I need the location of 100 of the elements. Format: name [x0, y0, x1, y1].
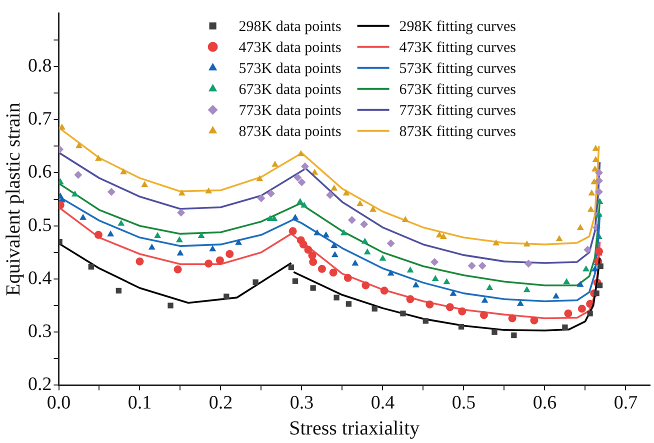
point	[422, 318, 428, 324]
point	[257, 194, 266, 202]
point	[450, 290, 457, 296]
point	[552, 292, 560, 298]
point	[360, 220, 368, 228]
point	[346, 301, 352, 307]
y-tick-label: 0.4	[28, 268, 52, 289]
point	[362, 281, 370, 290]
legend-label: 773K fitting curves	[399, 102, 516, 119]
point	[326, 191, 334, 200]
point	[174, 265, 182, 274]
point	[372, 306, 378, 312]
point	[406, 266, 414, 272]
point	[596, 198, 604, 204]
point	[176, 249, 184, 256]
x-axis-title: Stress triaxiality	[289, 417, 420, 440]
point	[588, 189, 596, 196]
y-tick-label: 0.8	[28, 56, 52, 76]
legend-label: 573K fitting curves	[399, 60, 516, 77]
legend-label: 773K data points	[238, 102, 342, 119]
point	[458, 307, 466, 316]
point	[592, 144, 600, 151]
point	[492, 329, 498, 335]
point	[436, 231, 443, 238]
point	[300, 202, 308, 208]
point	[298, 178, 306, 186]
point	[94, 230, 102, 239]
x-tick-label: 0.5	[452, 392, 476, 414]
point	[80, 214, 87, 220]
point	[304, 246, 312, 254]
point	[329, 268, 338, 277]
point	[340, 229, 348, 236]
point	[594, 168, 603, 177]
point	[76, 142, 82, 148]
point	[226, 250, 234, 258]
legend-label: 873K fitting curves	[399, 124, 516, 140]
point	[310, 285, 316, 291]
point	[406, 295, 414, 304]
point	[294, 174, 302, 182]
point	[356, 200, 364, 206]
point	[492, 239, 500, 246]
point	[523, 286, 530, 292]
point	[478, 262, 486, 270]
point	[594, 176, 603, 185]
legend-label: 473K data points	[238, 40, 342, 56]
point	[71, 190, 78, 197]
point	[594, 188, 603, 196]
point	[426, 300, 434, 308]
x-tick-label: 0.0	[46, 392, 71, 414]
point	[204, 260, 213, 268]
point	[148, 244, 156, 250]
point	[576, 280, 584, 287]
legend-label: 298K data points	[238, 18, 342, 35]
point	[252, 279, 258, 285]
point	[596, 282, 603, 288]
point	[322, 231, 330, 238]
point	[458, 324, 464, 330]
point	[468, 262, 476, 270]
y-tick-label: 0.3	[28, 321, 52, 342]
x-tick-label: 0.4	[370, 392, 396, 414]
point	[288, 264, 294, 270]
point	[402, 216, 409, 222]
point	[591, 166, 598, 172]
y-tick-label: 0.6	[28, 162, 52, 183]
point	[216, 256, 224, 264]
point	[297, 150, 304, 156]
point	[342, 189, 350, 196]
point	[440, 233, 447, 240]
point	[205, 187, 212, 194]
point	[178, 189, 186, 196]
point	[530, 316, 538, 324]
point	[296, 198, 304, 204]
point	[120, 168, 128, 174]
point	[587, 206, 594, 212]
point	[168, 302, 174, 308]
point	[430, 258, 439, 266]
point	[481, 296, 488, 303]
point	[592, 156, 600, 162]
point	[141, 180, 148, 187]
point	[564, 309, 572, 318]
legend-label: 298K fitting curves	[399, 18, 516, 35]
point	[118, 220, 125, 226]
point	[511, 332, 517, 338]
point	[523, 240, 530, 246]
point	[209, 245, 216, 252]
point	[300, 162, 309, 170]
point	[443, 278, 450, 284]
point	[331, 251, 338, 258]
y-tick-label: 0.7	[28, 108, 52, 130]
point	[176, 236, 183, 242]
point	[446, 303, 454, 312]
point	[154, 232, 162, 238]
y-tick-label: 0.2	[28, 374, 52, 396]
point	[344, 274, 352, 282]
point	[116, 288, 122, 294]
point	[380, 286, 388, 295]
point	[594, 290, 600, 296]
point	[334, 294, 340, 300]
legend-label: 873K data points	[238, 124, 342, 140]
point	[309, 258, 318, 266]
